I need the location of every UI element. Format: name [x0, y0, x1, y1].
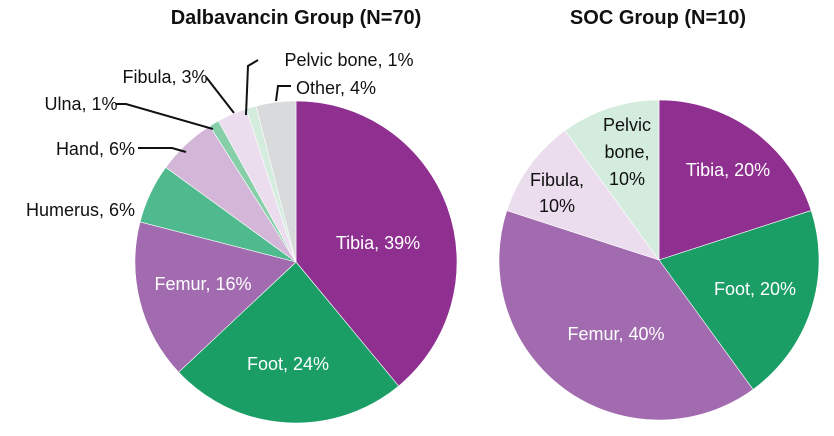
soc-title: SOC Group (N=10) [570, 7, 746, 29]
leader-fibula [205, 76, 235, 114]
label-tibia-dal: Tibia, 39% [336, 233, 420, 253]
label-pelvic-soc: Pelvic bone, 10% [603, 115, 651, 189]
soc-pie [498, 99, 820, 421]
pie-slice-pelvic-bone [564, 99, 660, 261]
pie-slice-femur [498, 210, 754, 421]
pie-slice-tibia [658, 99, 812, 261]
pie-slice-fibula [506, 130, 660, 261]
label-ulna-dal: Ulna, 1% [44, 94, 117, 114]
label-foot-soc: Foot, 20% [714, 279, 796, 299]
pie-slice-other [255, 100, 297, 263]
label-fibula-soc-line1: Fibula, [530, 170, 584, 190]
dalbavancin-chart: Dalbavancin Group (N=70) Tibia, 39% Foot… [26, 7, 458, 424]
dalbavancin-title: Dalbavancin Group (N=70) [171, 7, 422, 29]
label-fibula-soc: Fibula, 10% [530, 170, 584, 216]
label-hand-dal: Hand, 6% [56, 139, 135, 159]
label-pelvic-dal: Pelvic bone, 1% [284, 50, 413, 70]
label-humerus-dal: Humerus, 6% [26, 200, 135, 220]
label-femur-dal: Femur, 16% [154, 274, 251, 294]
leader-ulna [116, 103, 214, 130]
label-foot-dal: Foot, 24% [247, 354, 329, 374]
leader-pelvic [245, 59, 259, 116]
leader-other [275, 85, 291, 102]
pie-slice-foot [178, 261, 400, 424]
leader-hand [138, 147, 187, 153]
pie-slice-femur [134, 221, 297, 373]
label-pelvic-soc-line1: Pelvic [603, 115, 651, 135]
label-other-dal: Other, 4% [296, 78, 376, 98]
pie-slice-foot [658, 210, 820, 390]
label-fibula-soc-line2: 10% [539, 196, 575, 216]
label-tibia-soc: Tibia, 20% [686, 160, 770, 180]
label-fibula-dal: Fibula, 3% [122, 67, 207, 87]
dalbavancin-pie [134, 100, 458, 424]
pie-slice-tibia [295, 100, 458, 387]
label-femur-soc: Femur, 40% [567, 324, 664, 344]
label-pelvic-soc-line3: 10% [609, 169, 645, 189]
label-pelvic-soc-line2: bone, [604, 142, 649, 162]
soc-chart: SOC Group (N=10) Tibia, 20% Foot, 20% Fe… [498, 7, 820, 421]
